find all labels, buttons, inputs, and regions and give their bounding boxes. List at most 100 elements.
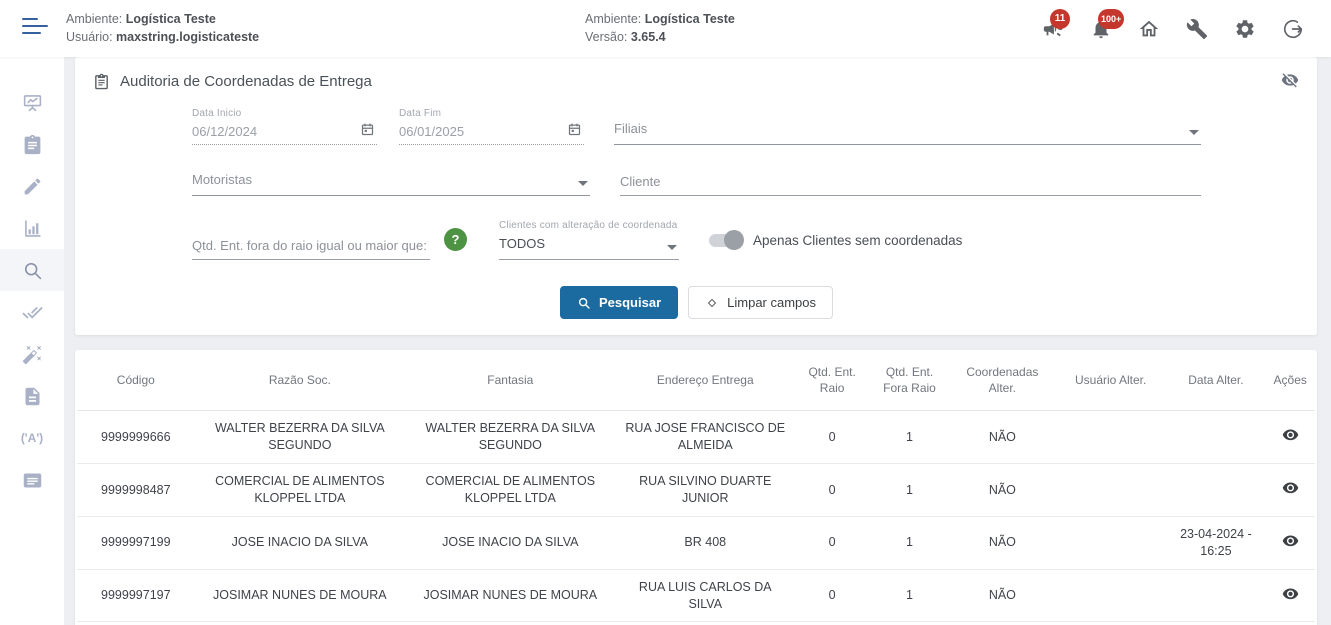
table-header-row: Código Razão Soc. Fantasia Endereço Entr…	[77, 350, 1315, 412]
table-row: 9999999666 WALTER BEZERRA DA SILVA SEGUND…	[77, 410, 1315, 465]
calendar-icon[interactable]	[567, 122, 582, 137]
usuario-value: maxstring.logisticateste	[116, 30, 260, 44]
settings-gear-icon[interactable]	[1233, 17, 1257, 41]
cell-codigo: 9999999666	[77, 410, 195, 465]
view-eye-icon	[1282, 482, 1298, 494]
cell-usuario-alter	[1054, 516, 1167, 570]
cell-data-alter: 23-04-2024 - 16:25	[1166, 516, 1266, 570]
sem-coordenadas-toggle-label: Apenas Clientes sem coordenadas	[753, 232, 963, 248]
pencil-icon	[24, 178, 40, 194]
notifications-bell-icon[interactable]: 100+	[1089, 8, 1125, 41]
magic-wand-icon	[22, 345, 41, 364]
help-question-icon[interactable]: ?	[444, 227, 467, 251]
document-icon	[25, 387, 39, 405]
cell-fantasia: JOSIMAR NUNES DE MOURA	[405, 569, 616, 623]
pesquisar-button[interactable]: Pesquisar	[559, 286, 679, 319]
logout-icon[interactable]	[1281, 17, 1305, 41]
col-fantasia: Fantasia	[405, 350, 616, 412]
search-icon	[578, 297, 590, 309]
cell-endereco: RUA LUIS CARLOS DA SILVA	[615, 569, 796, 623]
cell-fantasia: JHONNATA ANDHERSON BATISTA	[405, 621, 616, 625]
presentation-chart-icon	[23, 94, 41, 111]
alteracao-select[interactable]: Clientes com alteração de coordenada TOD…	[499, 220, 679, 260]
data-fim-field[interactable]: Data Fim 06/01/2025	[399, 108, 584, 145]
alteracao-label: Clientes com alteração de coordenada	[499, 220, 678, 231]
cell-data-alter	[1166, 569, 1266, 623]
chevron-down-icon	[1189, 130, 1199, 135]
sidebar-item-reports[interactable]	[0, 207, 64, 249]
sidebar-item-dashboard[interactable]	[0, 81, 64, 123]
results-table-card: Código Razão Soc. Fantasia Endereço Entr…	[75, 350, 1317, 625]
main-content: Auditoria de Coordenadas de Entrega Data…	[64, 57, 1331, 625]
limpar-campos-button[interactable]: Limpar campos	[688, 286, 834, 319]
cell-qtd-raio: 0	[795, 463, 870, 517]
announcements-megaphone-icon[interactable]: 11	[1041, 8, 1070, 41]
home-icon[interactable]	[1137, 17, 1161, 41]
versao-value: 3.65.4	[630, 30, 666, 44]
cell-usuario-alter	[1054, 410, 1167, 465]
search-icon	[24, 262, 41, 279]
qtd-ent-input[interactable]	[192, 238, 430, 259]
cell-coord-alter: NÃO	[949, 463, 1055, 517]
alteracao-value: TODOS	[499, 236, 545, 251]
data-fim-value: 06/01/2025	[399, 124, 465, 139]
cell-razao: WALTER BEZERRA DA SILVA SEGUNDO	[194, 410, 406, 465]
hide-filters-eye-off-icon[interactable]	[1281, 71, 1299, 92]
sidebar-item-documents[interactable]	[0, 375, 64, 417]
cell-codigo: 9999997197	[77, 569, 195, 623]
sidebar-item-search[interactable]	[0, 249, 64, 291]
motoristas-select[interactable]: Motoristas	[192, 171, 590, 196]
cell-usuario-alter	[1054, 569, 1167, 623]
topbar-icons: 11 100+	[1041, 0, 1305, 57]
chevron-down-icon	[667, 245, 677, 250]
menu-hamburger-icon[interactable]	[22, 17, 50, 39]
alerts-count-badge: 11	[1050, 8, 1070, 29]
sidebar-item-cards[interactable]	[0, 459, 64, 501]
col-codigo: Código	[77, 350, 195, 412]
data-fim-label: Data Fim	[399, 108, 442, 119]
cell-qtd-raio: 0	[795, 569, 870, 623]
col-qtd-fora: Qtd. Ent. Fora Raio	[869, 350, 950, 412]
table-row: 9999998487 COMERCIAL DE ALIMENTOS KLOPPEL…	[77, 463, 1315, 517]
cell-coord-alter: NÃO	[949, 516, 1055, 570]
ambiente-label: Ambiente:	[66, 12, 123, 26]
row-view-action[interactable]	[1265, 621, 1315, 625]
qtd-ent-field-wrap	[192, 237, 430, 260]
cliente-input[interactable]	[620, 174, 1201, 195]
sidebar-item-magic-tools[interactable]	[0, 333, 64, 375]
row-view-action[interactable]	[1265, 410, 1315, 465]
ambiente-label-2: Ambiente:	[585, 12, 642, 26]
wrench-tools-icon[interactable]	[1185, 17, 1209, 41]
notifications-count-badge: 100+	[1098, 8, 1125, 29]
col-usuario: Usuário Alter.	[1054, 350, 1167, 412]
cell-fantasia: WALTER BEZERRA DA SILVA SEGUNDO	[405, 410, 616, 465]
cell-razao: JOSE INACIO DA SILVA	[194, 516, 406, 570]
sem-coordenadas-toggle[interactable]	[709, 230, 744, 250]
row-view-action[interactable]	[1265, 516, 1315, 570]
cell-qtd-fora: 1	[869, 410, 950, 465]
row-view-action[interactable]	[1265, 463, 1315, 517]
cell-fantasia: COMERCIAL DE ALIMENTOS KLOPPEL LTDA	[405, 463, 616, 517]
bar-chart-icon	[24, 219, 41, 237]
col-razao: Razão Soc.	[194, 350, 406, 412]
sidebar-item-tasks[interactable]	[0, 123, 64, 165]
col-acoes: Ações	[1265, 350, 1315, 412]
data-inicio-field[interactable]: Data Inicio 06/12/2024	[192, 108, 377, 145]
sidebar-item-edit[interactable]	[0, 165, 64, 207]
sidebar-item-approvals[interactable]	[0, 291, 64, 333]
filiais-select[interactable]: Filiais	[614, 120, 1201, 145]
cell-usuario-alter	[1054, 621, 1167, 625]
cell-razao: JOSIMAR NUNES DE MOURA	[194, 569, 406, 623]
view-eye-icon	[1282, 535, 1298, 546]
eraser-icon	[707, 298, 717, 307]
row-view-action[interactable]	[1265, 569, 1315, 623]
broadcast-a-icon: ('A')	[20, 431, 44, 445]
view-eye-icon	[1282, 429, 1298, 441]
sidebar-item-broadcast[interactable]: ('A')	[0, 417, 64, 459]
cell-qtd-raio: 0	[795, 516, 870, 570]
col-coordenadas: Coordenadas Alter.	[949, 350, 1055, 412]
top-bar: Ambiente: Logística Teste Usuário: maxst…	[0, 0, 1331, 57]
card-list-icon	[23, 473, 41, 487]
calendar-icon[interactable]	[360, 122, 375, 137]
ambiente-value: Logística Teste	[125, 12, 216, 26]
